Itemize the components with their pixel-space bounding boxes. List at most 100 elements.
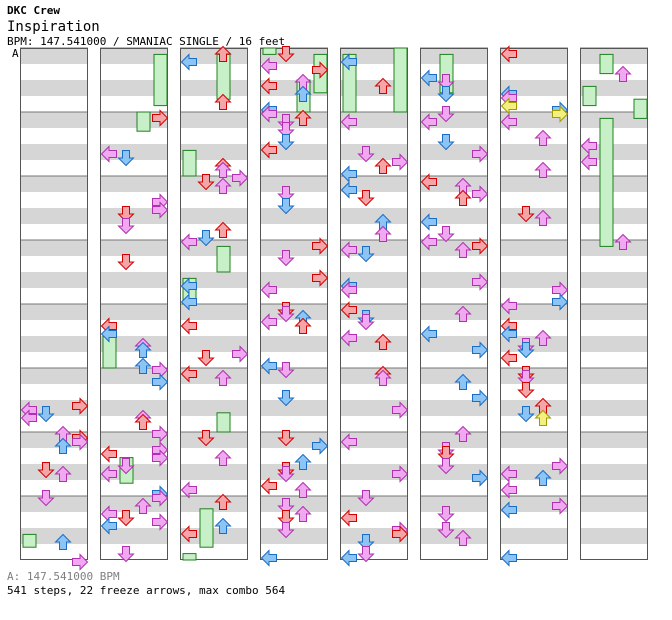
beat-stripe xyxy=(420,368,488,384)
step-arrow xyxy=(374,77,392,94)
beat-stripe xyxy=(580,528,648,544)
step-arrow xyxy=(340,113,357,131)
step-arrow xyxy=(260,357,277,375)
step-arrow xyxy=(340,53,357,71)
beat-stripe xyxy=(340,528,408,544)
step-arrow xyxy=(340,181,357,199)
step-arrow xyxy=(340,165,357,183)
beat-stripe xyxy=(180,464,248,480)
beat-stripe xyxy=(20,112,88,128)
step-arrow xyxy=(232,169,249,187)
step-arrow xyxy=(437,106,455,123)
beat-stripe xyxy=(100,48,168,64)
beat-stripe xyxy=(20,80,88,96)
beat-stripe xyxy=(340,208,408,224)
step-arrow xyxy=(100,445,117,463)
step-arrow xyxy=(277,510,295,527)
step-arrow xyxy=(392,401,409,419)
step-arrow xyxy=(420,213,437,231)
beat-stripe xyxy=(180,80,248,96)
step-arrow xyxy=(260,141,277,159)
step-arrow xyxy=(534,409,552,426)
step-arrow xyxy=(552,457,569,475)
beat-stripe xyxy=(20,432,88,448)
step-arrow xyxy=(534,209,552,226)
step-arrow xyxy=(260,105,277,123)
step-arrow xyxy=(500,97,517,115)
step-arrow xyxy=(180,293,197,311)
step-arrow xyxy=(180,233,197,251)
beat-stripe xyxy=(340,400,408,416)
step-arrow xyxy=(500,325,517,343)
beat-stripe xyxy=(20,528,88,544)
beat-stripe xyxy=(420,48,488,64)
step-arrow xyxy=(197,174,215,191)
step-arrow xyxy=(614,233,632,250)
step-arrow xyxy=(277,306,295,323)
step-arrow xyxy=(260,549,277,567)
step-arrow xyxy=(340,509,357,527)
step-arrow xyxy=(500,349,517,367)
beat-stripe xyxy=(580,368,648,384)
beat-stripe xyxy=(180,176,248,192)
beat-stripe xyxy=(340,80,408,96)
step-arrow xyxy=(180,277,197,295)
beat-stripe xyxy=(580,304,648,320)
beat-stripe xyxy=(580,208,648,224)
beat-stripe xyxy=(20,208,88,224)
step-arrow xyxy=(260,281,277,299)
freeze-arrow xyxy=(182,149,197,177)
beat-stripe xyxy=(260,528,328,544)
step-arrow xyxy=(260,313,277,331)
step-arrow xyxy=(294,453,312,470)
step-arrow xyxy=(260,77,277,95)
step-arrow xyxy=(117,218,135,235)
step-arrow xyxy=(152,109,169,127)
step-arrow xyxy=(197,350,215,367)
beat-stripe xyxy=(100,208,168,224)
beat-stripe xyxy=(500,272,568,288)
step-arrow xyxy=(472,273,489,291)
beat-stripe xyxy=(20,144,88,160)
step-arrow xyxy=(197,430,215,447)
step-arrow xyxy=(500,501,517,519)
step-arrow xyxy=(392,153,409,171)
freeze-arrow xyxy=(199,508,214,548)
beat-stripe xyxy=(100,80,168,96)
step-arrow xyxy=(454,373,472,390)
beat-stripe xyxy=(260,368,328,384)
beat-stripe xyxy=(580,272,648,288)
beat-stripe xyxy=(260,208,328,224)
beat-stripe xyxy=(420,272,488,288)
step-arrow xyxy=(180,365,197,383)
beat-stripe xyxy=(580,464,648,480)
beat-stripe xyxy=(180,112,248,128)
step-arrow xyxy=(420,113,437,131)
beat-stripe xyxy=(180,400,248,416)
step-arrow xyxy=(374,157,392,174)
freeze-arrow xyxy=(136,111,151,132)
step-arrow xyxy=(214,517,232,534)
beat-stripe xyxy=(260,400,328,416)
step-arrow xyxy=(472,341,489,359)
step-arrow xyxy=(500,549,517,567)
beat-stripe xyxy=(580,496,648,512)
step-arrow xyxy=(180,481,197,499)
beat-stripe xyxy=(100,112,168,128)
step-arrow xyxy=(340,301,357,319)
step-arrow xyxy=(72,397,89,415)
step-arrow xyxy=(472,237,489,255)
chart-column-border xyxy=(580,48,648,560)
step-arrow xyxy=(357,146,375,163)
freeze-arrow xyxy=(633,98,648,119)
step-arrow xyxy=(277,46,295,63)
step-arrow xyxy=(374,333,392,350)
freeze-arrow xyxy=(393,47,408,113)
beat-stripe xyxy=(420,336,488,352)
step-arrow xyxy=(454,425,472,442)
freeze-arrow xyxy=(582,85,597,107)
step-arrow xyxy=(100,465,117,483)
beat-stripe xyxy=(500,368,568,384)
step-arrow xyxy=(500,465,517,483)
step-arrow xyxy=(614,65,632,82)
